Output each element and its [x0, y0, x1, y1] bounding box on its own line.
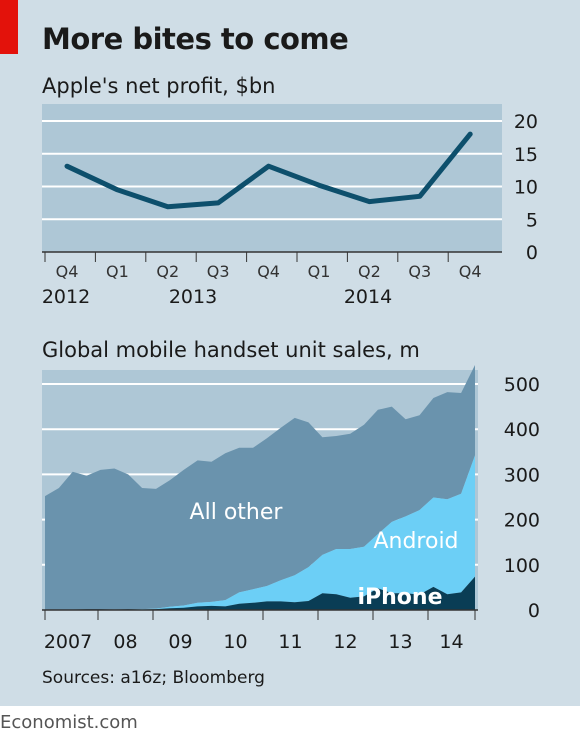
- year-label: 2012: [42, 286, 90, 308]
- x-tick-label: 10: [223, 631, 247, 653]
- x-tick-label: 11: [278, 631, 302, 653]
- y-tick-label: 20: [514, 111, 538, 133]
- profit-chart-title: Apple's net profit, $bn: [42, 74, 276, 98]
- x-tick-label: 14: [439, 631, 463, 653]
- y-tick-label: 300: [504, 464, 540, 486]
- year-label: 2014: [344, 286, 392, 308]
- series-label-iphone: iPhone: [357, 585, 442, 610]
- x-tick-label: 08: [113, 631, 137, 653]
- x-tick-label: Q2: [358, 262, 381, 281]
- x-tick-label: 12: [333, 631, 357, 653]
- series-label-android: Android: [373, 529, 458, 554]
- footer-brand: Economist.com: [0, 712, 138, 733]
- series-label-all-other: All other: [190, 500, 284, 525]
- y-tick-label: 15: [514, 144, 538, 166]
- x-tick-label: 09: [168, 631, 192, 653]
- x-tick-label: Q3: [207, 262, 230, 281]
- y-tick-label: 400: [504, 419, 540, 441]
- x-tick-label: 13: [388, 631, 412, 653]
- x-tick-label: Q4: [459, 262, 482, 281]
- red-tag-logo: [0, 0, 18, 54]
- y-tick-label: 10: [514, 177, 538, 199]
- area-all-other: [45, 365, 475, 610]
- sales-area-chart: iPhone Android All other 0 100 200 300 400 500 20…: [42, 365, 540, 653]
- x-tick-label: 2007: [44, 631, 92, 653]
- y-tick-label: 5: [526, 209, 538, 231]
- x-tick-label: Q4: [257, 262, 280, 281]
- y-tick-label: 0: [526, 242, 538, 264]
- y-tick-label: 0: [528, 600, 540, 622]
- area-iphone: [45, 576, 475, 610]
- chart-title: More bites to come: [42, 22, 349, 56]
- x-tick-label: Q3: [408, 262, 431, 281]
- y-tick-label: 200: [504, 510, 540, 532]
- x-tick-label: Q2: [156, 262, 179, 281]
- sources-note: Sources: a16z; Bloomberg: [42, 668, 265, 688]
- y-tick-label: 100: [504, 555, 540, 577]
- x-tick-label: Q1: [106, 262, 129, 281]
- area-android: [45, 455, 475, 610]
- plot-area: [42, 104, 502, 252]
- year-label: 2013: [169, 286, 217, 308]
- y-tick-label: 500: [504, 374, 540, 396]
- profit-line: [64, 131, 473, 210]
- x-tick-label: Q1: [308, 262, 331, 281]
- x-tick-label: Q4: [56, 262, 79, 281]
- sales-chart-title: Global mobile handset unit sales, m: [42, 338, 420, 362]
- profit-line-chart: 0 5 10 15 20 Q4 Q1 Q2 Q3 Q4 Q1 Q2 Q3 Q4 2012 2013 2014: [42, 104, 538, 308]
